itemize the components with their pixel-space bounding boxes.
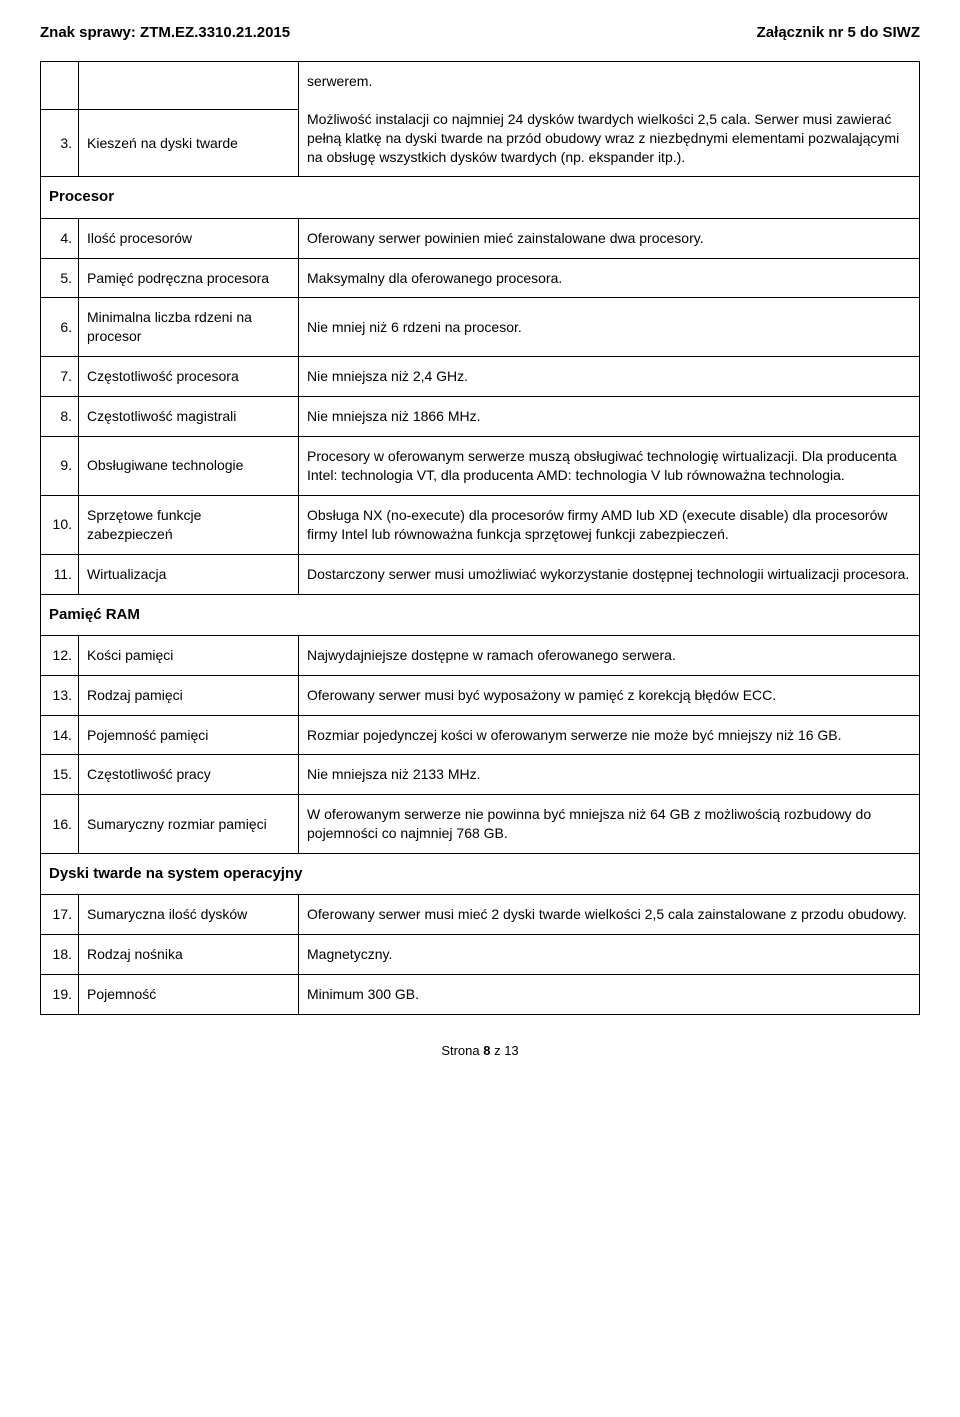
table-row: 14.Pojemność pamięciRozmiar pojedynczej … bbox=[41, 715, 920, 755]
cell-label: Pojemność bbox=[79, 975, 299, 1015]
table-row: Procesor bbox=[41, 177, 920, 218]
cell-number: 4. bbox=[41, 218, 79, 258]
table-row: Pamięć RAM bbox=[41, 594, 920, 635]
cell-value: Maksymalny dla oferowanego procesora. bbox=[299, 258, 920, 298]
cell-value: W oferowanym serwerze nie powinna być mn… bbox=[299, 795, 920, 854]
table-row: 15.Częstotliwość pracyNie mniejsza niż 2… bbox=[41, 755, 920, 795]
cell-number: 9. bbox=[41, 437, 79, 496]
table-row: 19.PojemnośćMinimum 300 GB. bbox=[41, 975, 920, 1015]
header-left: Znak sprawy: ZTM.EZ.3310.21.2015 bbox=[40, 24, 290, 41]
page-header: Znak sprawy: ZTM.EZ.3310.21.2015 Załączn… bbox=[40, 24, 920, 41]
cell-number: 16. bbox=[41, 795, 79, 854]
table-row: 6.Minimalna liczba rdzeni na procesorNie… bbox=[41, 298, 920, 357]
table-row: serwerem. Możliwość instalacji co najmni… bbox=[41, 62, 920, 110]
table-row: 10.Sprzętowe funkcje zabezpieczeńObsługa… bbox=[41, 495, 920, 554]
cell-value: Dostarczony serwer musi umożliwiać wykor… bbox=[299, 554, 920, 594]
table-row: 16.Sumaryczny rozmiar pamięciW oferowany… bbox=[41, 795, 920, 854]
table-row: 5.Pamięć podręczna procesoraMaksymalny d… bbox=[41, 258, 920, 298]
cell-number: 19. bbox=[41, 975, 79, 1015]
cell-label: Wirtualizacja bbox=[79, 554, 299, 594]
cell-value: Minimum 300 GB. bbox=[299, 975, 920, 1015]
cell-value: Nie mniejsza niż 2,4 GHz. bbox=[299, 357, 920, 397]
cell-value: Najwydajniejsze dostępne w ramach oferow… bbox=[299, 635, 920, 675]
cell-number: 11. bbox=[41, 554, 79, 594]
cell-label: Rodzaj nośnika bbox=[79, 935, 299, 975]
cell-value: Magnetyczny. bbox=[299, 935, 920, 975]
section-header: Procesor bbox=[41, 177, 920, 218]
table-row: 18.Rodzaj nośnikaMagnetyczny. bbox=[41, 935, 920, 975]
cell-number: 3. bbox=[41, 110, 79, 177]
section-header: Dyski twarde na system operacyjny bbox=[41, 854, 920, 895]
table-row: 12.Kości pamięciNajwydajniejsze dostępne… bbox=[41, 635, 920, 675]
empty-cell bbox=[41, 62, 79, 110]
cell-number: 12. bbox=[41, 635, 79, 675]
cell-value: Oferowany serwer musi być wyposażony w p… bbox=[299, 675, 920, 715]
cell-value: Nie mniejsza niż 1866 MHz. bbox=[299, 397, 920, 437]
cell-label: Częstotliwość procesora bbox=[79, 357, 299, 397]
spec-table: serwerem. Możliwość instalacji co najmni… bbox=[40, 61, 920, 1015]
cell-label: Kości pamięci bbox=[79, 635, 299, 675]
table-row: 13.Rodzaj pamięciOferowany serwer musi b… bbox=[41, 675, 920, 715]
table-row: 17.Sumaryczna ilość dyskówOferowany serw… bbox=[41, 895, 920, 935]
cell-label: Kieszeń na dyski twarde bbox=[79, 110, 299, 177]
cell-value: Rozmiar pojedynczej kości w oferowanym s… bbox=[299, 715, 920, 755]
cell-label: Częstotliwość pracy bbox=[79, 755, 299, 795]
table-row: 8.Częstotliwość magistraliNie mniejsza n… bbox=[41, 397, 920, 437]
table-row: 9.Obsługiwane technologieProcesory w ofe… bbox=[41, 437, 920, 496]
empty-cell bbox=[79, 62, 299, 110]
cell-value: Nie mniejsza niż 2133 MHz. bbox=[299, 755, 920, 795]
cell-label: Pojemność pamięci bbox=[79, 715, 299, 755]
cell-label: Ilość procesorów bbox=[79, 218, 299, 258]
cell-number: 5. bbox=[41, 258, 79, 298]
cell-number: 13. bbox=[41, 675, 79, 715]
cell-number: 7. bbox=[41, 357, 79, 397]
cell-value: Obsługa NX (no-execute) dla procesorów f… bbox=[299, 495, 920, 554]
cell-value: Nie mniej niż 6 rdzeni na procesor. bbox=[299, 298, 920, 357]
page-footer: Strona 8 z 13 bbox=[40, 1043, 920, 1058]
cell-number: 15. bbox=[41, 755, 79, 795]
cell-number: 17. bbox=[41, 895, 79, 935]
section-header: Pamięć RAM bbox=[41, 594, 920, 635]
cell-value: Procesory w oferowanym serwerze muszą ob… bbox=[299, 437, 920, 496]
cell-label: Pamięć podręczna procesora bbox=[79, 258, 299, 298]
cell-label: Rodzaj pamięci bbox=[79, 675, 299, 715]
cell-number: 18. bbox=[41, 935, 79, 975]
cell-label: Sprzętowe funkcje zabezpieczeń bbox=[79, 495, 299, 554]
footer-prefix: Strona bbox=[441, 1043, 483, 1058]
cell-label: Obsługiwane technologie bbox=[79, 437, 299, 496]
table-row: Dyski twarde na system operacyjny bbox=[41, 854, 920, 895]
cell-value: serwerem. Możliwość instalacji co najmni… bbox=[299, 62, 920, 177]
cell-number: 8. bbox=[41, 397, 79, 437]
cell-number: 14. bbox=[41, 715, 79, 755]
cell-label: Minimalna liczba rdzeni na procesor bbox=[79, 298, 299, 357]
cell-number: 6. bbox=[41, 298, 79, 357]
table-row: 7.Częstotliwość procesoraNie mniejsza ni… bbox=[41, 357, 920, 397]
cell-value: Oferowany serwer powinien mieć zainstalo… bbox=[299, 218, 920, 258]
cell-label: Częstotliwość magistrali bbox=[79, 397, 299, 437]
table-row: 4.Ilość procesorówOferowany serwer powin… bbox=[41, 218, 920, 258]
cell-number: 10. bbox=[41, 495, 79, 554]
table-row: 11.WirtualizacjaDostarczony serwer musi … bbox=[41, 554, 920, 594]
footer-total: 13 bbox=[504, 1043, 518, 1058]
cell-label: Sumaryczna ilość dysków bbox=[79, 895, 299, 935]
header-right: Załącznik nr 5 do SIWZ bbox=[757, 24, 920, 41]
cell-label: Sumaryczny rozmiar pamięci bbox=[79, 795, 299, 854]
cell-value: Oferowany serwer musi mieć 2 dyski tward… bbox=[299, 895, 920, 935]
footer-mid: z bbox=[490, 1043, 504, 1058]
